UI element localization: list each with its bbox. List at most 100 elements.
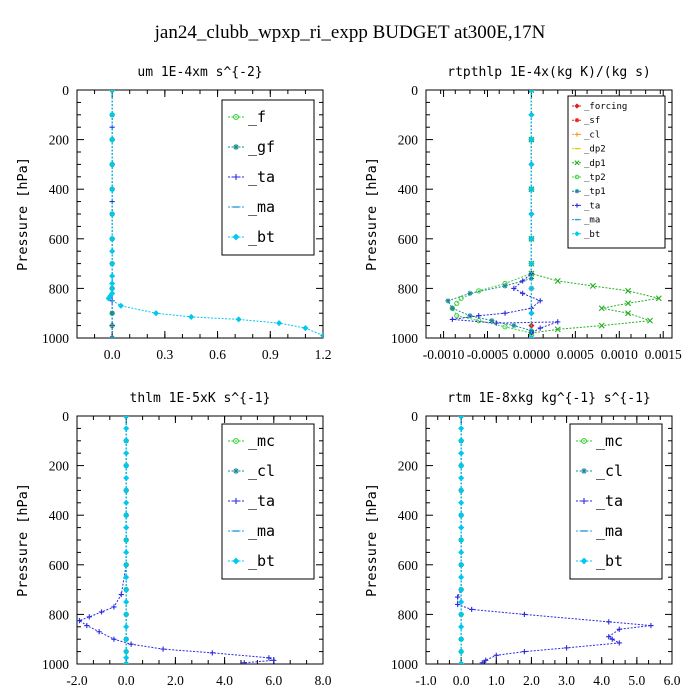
x-tick-label: 0.0010 bbox=[601, 347, 638, 362]
plot-area bbox=[455, 416, 654, 664]
data-point bbox=[109, 235, 116, 242]
legend-label: _bt bbox=[584, 230, 600, 240]
data-point bbox=[502, 283, 508, 289]
x-tick-label: 2.0 bbox=[167, 673, 184, 688]
y-tick-label: 600 bbox=[49, 558, 70, 573]
legend-label: _mc bbox=[248, 432, 275, 450]
data-point bbox=[123, 425, 130, 432]
data-point bbox=[266, 655, 272, 661]
data-point bbox=[449, 316, 455, 322]
x-tick-label: 3.0 bbox=[558, 673, 575, 688]
y-tick-label: 200 bbox=[398, 133, 419, 148]
legend: _forcing _sf _cl _dp2 _dp1 _tp2 _tp1 _ta _ma _bt bbox=[567, 95, 666, 249]
x-tick-label: 4.0 bbox=[216, 673, 233, 688]
data-point bbox=[528, 310, 535, 317]
data-point bbox=[598, 322, 605, 329]
data-point bbox=[241, 660, 247, 664]
data-point bbox=[528, 275, 535, 282]
chart-panel-1: um 1E-4xm s^{-2} Pressure [hPa] 0 200 400 600… bbox=[15, 65, 331, 362]
series-tp1 bbox=[445, 90, 535, 334]
chart-title: rtpthlp 1E-4x(kg K)/(kg s) bbox=[447, 65, 651, 80]
data-point bbox=[528, 210, 535, 218]
data-point bbox=[128, 641, 134, 647]
y-tick-label: 600 bbox=[49, 232, 70, 247]
data-point bbox=[458, 660, 465, 664]
data-point bbox=[458, 512, 465, 519]
y-tick-label: 1000 bbox=[42, 657, 69, 672]
y-tick-label: 400 bbox=[49, 508, 70, 523]
data-point bbox=[123, 487, 130, 494]
data-point bbox=[302, 325, 309, 332]
data-point bbox=[476, 318, 482, 324]
legend-label: _bt bbox=[248, 228, 275, 246]
data-point bbox=[86, 614, 92, 620]
data-point bbox=[528, 260, 535, 267]
data-point bbox=[647, 317, 654, 324]
x-tick-label: 0.0015 bbox=[645, 347, 682, 362]
x-tick-label: 0.0005 bbox=[557, 347, 594, 362]
data-point bbox=[160, 646, 166, 652]
y-tick-label: 200 bbox=[398, 459, 419, 474]
x-tick-label: 1.2 bbox=[315, 347, 332, 362]
y-tick-label: 200 bbox=[49, 133, 70, 148]
x-tick-label: 2.0 bbox=[523, 673, 540, 688]
data-point bbox=[235, 316, 242, 323]
series-ta bbox=[449, 90, 561, 336]
data-point bbox=[123, 450, 130, 457]
data-point bbox=[554, 277, 561, 284]
data-point bbox=[458, 487, 465, 494]
data-point bbox=[123, 512, 130, 519]
data-point bbox=[467, 313, 473, 319]
legend-label: _dp1 bbox=[584, 159, 606, 169]
data-point bbox=[276, 320, 283, 327]
legend-marker bbox=[233, 114, 239, 120]
legend-label: _tp1 bbox=[584, 187, 606, 197]
data-point bbox=[109, 111, 116, 118]
y-tick-label: 800 bbox=[49, 607, 70, 622]
data-point bbox=[528, 285, 535, 292]
data-point bbox=[153, 310, 160, 317]
data-point bbox=[589, 282, 596, 289]
legend-label: _ma bbox=[596, 522, 623, 540]
data-point bbox=[123, 611, 130, 618]
x-tick-label: 6.0 bbox=[664, 673, 681, 688]
data-point bbox=[458, 524, 465, 531]
data-point bbox=[123, 524, 130, 531]
data-point bbox=[625, 287, 632, 294]
data-point bbox=[521, 611, 527, 617]
x-tick-label: 8.0 bbox=[315, 673, 332, 688]
data-point bbox=[458, 561, 465, 568]
legend-label: _bt bbox=[248, 552, 275, 570]
data-point bbox=[537, 298, 543, 304]
y-tick-label: 400 bbox=[398, 508, 419, 523]
y-axis-label: Pressure [hPa] bbox=[364, 483, 380, 597]
data-point bbox=[123, 648, 130, 655]
data-point bbox=[458, 462, 465, 469]
legend-marker bbox=[233, 438, 239, 444]
y-axis-label: Pressure [hPa] bbox=[15, 157, 31, 271]
data-point bbox=[511, 323, 517, 329]
legend-marker bbox=[574, 189, 580, 194]
data-point bbox=[109, 260, 116, 267]
legend-marker bbox=[232, 557, 240, 565]
data-point bbox=[454, 313, 460, 319]
legend-marker bbox=[233, 468, 239, 474]
data-point bbox=[528, 334, 535, 338]
data-point bbox=[455, 601, 461, 608]
data-point bbox=[476, 288, 482, 294]
legend-label: _ta bbox=[248, 492, 275, 510]
chart-panel-4: rtm 1E-8xkg kg^{-1} s^{-1} Pressure [hPa]… bbox=[364, 391, 681, 688]
data-point bbox=[458, 648, 465, 655]
data-point bbox=[454, 300, 460, 306]
data-point bbox=[96, 629, 102, 635]
legend-marker bbox=[233, 144, 239, 150]
legend: _f _gf _ta _ma _bt bbox=[221, 99, 315, 256]
legend-label: _mc bbox=[596, 432, 623, 450]
data-point bbox=[458, 598, 465, 606]
data-point bbox=[458, 549, 465, 556]
data-point bbox=[118, 591, 124, 598]
data-point bbox=[455, 594, 461, 600]
data-point bbox=[123, 574, 130, 581]
y-tick-label: 0 bbox=[62, 83, 69, 98]
legend-marker bbox=[574, 203, 580, 208]
